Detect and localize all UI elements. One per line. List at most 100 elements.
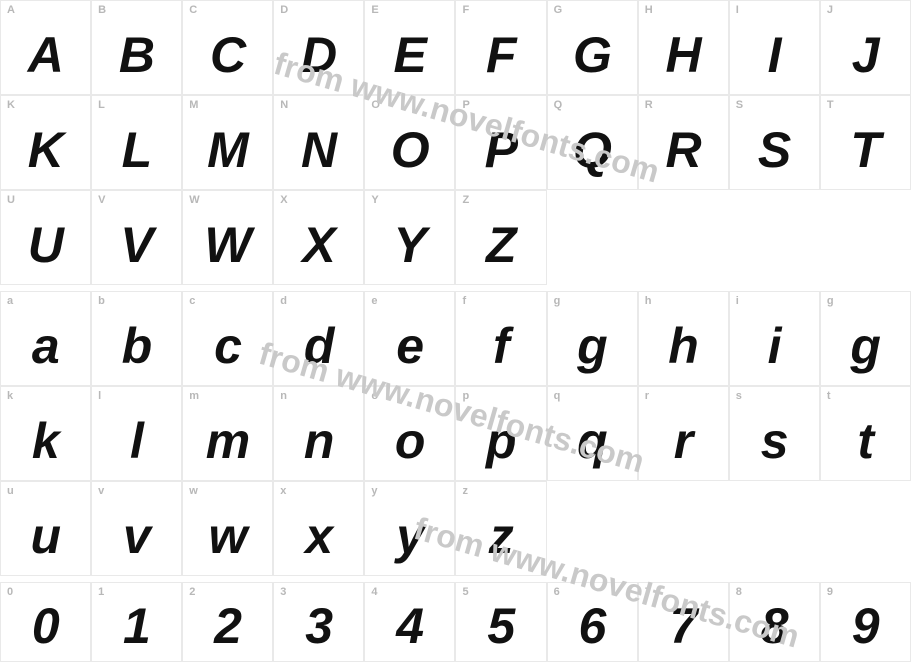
glyph-cell: II bbox=[729, 0, 820, 95]
glyph-char: 1 bbox=[92, 597, 181, 655]
glyph-label: s bbox=[736, 390, 742, 402]
glyph-label: G bbox=[554, 4, 563, 16]
glyph-char: v bbox=[92, 507, 181, 565]
glyph-label: O bbox=[371, 99, 380, 111]
glyph-label: R bbox=[645, 99, 653, 111]
glyph-char: E bbox=[365, 26, 454, 84]
glyph-label: f bbox=[462, 295, 466, 307]
glyph-char: g bbox=[548, 317, 637, 375]
glyph-label: o bbox=[371, 390, 378, 402]
glyph-label: g bbox=[554, 295, 561, 307]
glyph-char: A bbox=[1, 26, 90, 84]
glyph-cell: TT bbox=[820, 95, 911, 190]
glyph-cell: aa bbox=[0, 291, 91, 386]
glyph-cell: ww bbox=[182, 481, 273, 576]
glyph-char: N bbox=[274, 121, 363, 179]
glyph-label: M bbox=[189, 99, 198, 111]
glyph-label: a bbox=[7, 295, 13, 307]
glyph-label: h bbox=[645, 295, 652, 307]
glyph-label: w bbox=[189, 485, 198, 497]
glyph-cell: cc bbox=[182, 291, 273, 386]
glyph-label: T bbox=[827, 99, 834, 111]
glyph-label: q bbox=[554, 390, 561, 402]
glyph-cell: LL bbox=[91, 95, 182, 190]
glyph-cell: CC bbox=[182, 0, 273, 95]
glyph-char: 4 bbox=[365, 597, 454, 655]
glyph-cell: hh bbox=[638, 291, 729, 386]
glyph-cell: ll bbox=[91, 386, 182, 481]
glyph-cell: rr bbox=[638, 386, 729, 481]
glyph-label: S bbox=[736, 99, 743, 111]
glyph-label: e bbox=[371, 295, 377, 307]
glyph-char: D bbox=[274, 26, 363, 84]
glyph-char: Z bbox=[456, 216, 545, 274]
glyph-cell: gg bbox=[820, 291, 911, 386]
glyph-char: p bbox=[456, 412, 545, 470]
font-specimen-root: AABBCCDDEEFFGGHHIIJJKKLLMMNNOOPPQQRRSSTT… bbox=[0, 0, 911, 662]
glyph-char: s bbox=[730, 412, 819, 470]
glyph-grid-upper: AABBCCDDEEFFGGHHIIJJKKLLMMNNOOPPQQRRSSTT… bbox=[0, 0, 911, 285]
glyph-char: 6 bbox=[548, 597, 637, 655]
glyph-cell: OO bbox=[364, 95, 455, 190]
glyph-char: g bbox=[821, 317, 910, 375]
glyph-char: Q bbox=[548, 121, 637, 179]
glyph-char: z bbox=[456, 507, 545, 565]
glyph-char: J bbox=[821, 26, 910, 84]
glyph-label: J bbox=[827, 4, 833, 16]
glyph-cell: ii bbox=[729, 291, 820, 386]
glyph-char: w bbox=[183, 507, 272, 565]
glyph-cell: PP bbox=[455, 95, 546, 190]
glyph-char: m bbox=[183, 412, 272, 470]
glyph-label: D bbox=[280, 4, 288, 16]
glyph-cell: vv bbox=[91, 481, 182, 576]
glyph-char: 8 bbox=[730, 597, 819, 655]
glyph-cell: nn bbox=[273, 386, 364, 481]
glyph-label: A bbox=[7, 4, 15, 16]
glyph-label: L bbox=[98, 99, 105, 111]
glyph-label: r bbox=[645, 390, 649, 402]
glyph-char: V bbox=[92, 216, 181, 274]
glyph-char: G bbox=[548, 26, 637, 84]
glyph-label: m bbox=[189, 390, 199, 402]
glyph-char: H bbox=[639, 26, 728, 84]
glyph-label: P bbox=[462, 99, 469, 111]
glyph-label: x bbox=[280, 485, 286, 497]
glyph-cell: uu bbox=[0, 481, 91, 576]
glyph-label: b bbox=[98, 295, 105, 307]
glyph-cell: zz bbox=[455, 481, 546, 576]
glyph-label: p bbox=[462, 390, 469, 402]
glyph-label: Y bbox=[371, 194, 378, 206]
glyph-char: 3 bbox=[274, 597, 363, 655]
glyph-cell: 44 bbox=[364, 582, 455, 662]
glyph-char: n bbox=[274, 412, 363, 470]
glyph-char: B bbox=[92, 26, 181, 84]
glyph-cell: 99 bbox=[820, 582, 911, 662]
glyph-cell: UU bbox=[0, 190, 91, 285]
glyph-cell: YY bbox=[364, 190, 455, 285]
glyph-cell: MM bbox=[182, 95, 273, 190]
glyph-cell: 66 bbox=[547, 582, 638, 662]
glyph-cell: qq bbox=[547, 386, 638, 481]
glyph-cell: 22 bbox=[182, 582, 273, 662]
glyph-char: d bbox=[274, 317, 363, 375]
glyph-char: t bbox=[821, 412, 910, 470]
glyph-label: Q bbox=[554, 99, 563, 111]
glyph-label: l bbox=[98, 390, 101, 402]
glyph-char: W bbox=[183, 216, 272, 274]
glyph-char: 7 bbox=[639, 597, 728, 655]
glyph-cell: RR bbox=[638, 95, 729, 190]
glyph-char: y bbox=[365, 507, 454, 565]
glyph-cell: QQ bbox=[547, 95, 638, 190]
glyph-cell: bb bbox=[91, 291, 182, 386]
glyph-cell: ff bbox=[455, 291, 546, 386]
glyph-label: Z bbox=[462, 194, 469, 206]
glyph-char: h bbox=[639, 317, 728, 375]
glyph-char: L bbox=[92, 121, 181, 179]
glyph-cell: XX bbox=[273, 190, 364, 285]
glyph-char: a bbox=[1, 317, 90, 375]
glyph-char: C bbox=[183, 26, 272, 84]
glyph-label: g bbox=[827, 295, 834, 307]
glyph-char: T bbox=[821, 121, 910, 179]
glyph-cell: AA bbox=[0, 0, 91, 95]
glyph-char: c bbox=[183, 317, 272, 375]
